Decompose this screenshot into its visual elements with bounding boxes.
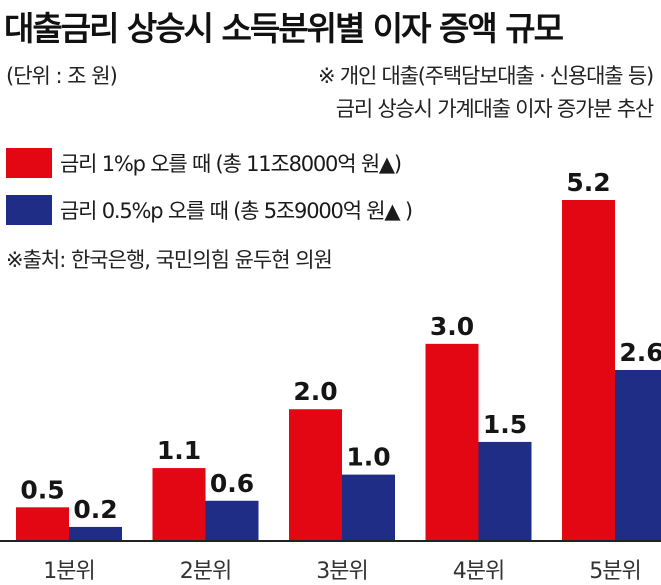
source-note: ※출처: 한국은행, 국민의힘 윤두현 의원 [6,248,333,272]
note-line-1: ※ 개인 대출(주택담보대출 · 신용대출 등) [317,64,654,88]
x-tick-label-5: 5분위 [589,559,640,584]
data-label-red-4: 3.0 [430,312,474,341]
bar-blue-1 [69,526,122,540]
legend-label-05pct: 금리 0.5%p 오를 때 (총 5조9000억 원▲ ) [60,199,413,223]
data-label-red-1: 0.5 [20,475,64,504]
note-line-2: 금리 상승시 가계대출 이자 증가분 추산 [335,97,654,121]
data-label-red-2: 1.1 [157,436,201,465]
bar-red-5 [562,200,615,540]
data-label-blue-1: 0.2 [73,495,117,524]
bar-red-1 [16,507,69,540]
unit-label: (단위 : 조 원) [6,64,118,88]
chart-title: 대출금리 상승시 소득분위별 이자 증액 규모 [4,9,564,48]
data-label-blue-5: 2.6 [619,338,661,367]
data-label-red-5: 5.2 [566,168,610,197]
legend-label-1pct: 금리 1%p 오를 때 (총 11조8000억 원▲) [60,152,402,176]
x-tick-label-2: 2분위 [180,559,231,584]
legend-item-1pct: 금리 1%p 오를 때 (총 11조8000억 원▲) [6,146,402,180]
data-label-red-3: 2.0 [293,377,337,406]
bar-blue-3 [342,474,395,540]
legend-swatch-red [6,148,52,178]
x-tick-label-3: 3분위 [316,559,367,584]
data-label-blue-4: 1.5 [483,410,527,439]
legend-item-05pct: 금리 0.5%p 오를 때 (총 5조9000억 원▲ ) [6,193,413,227]
bar-blue-2 [205,500,259,540]
x-tick-label-1: 1분위 [43,559,94,584]
x-tick-label-4: 4분위 [453,559,504,584]
bar-red-3 [289,409,342,540]
note: ※ 개인 대출(주택담보대출 · 신용대출 등) 금리 상승시 가계대출 이자 … [317,60,654,126]
bar-blue-5 [615,370,661,540]
bar-red-2 [152,468,206,540]
bar-blue-4 [478,441,532,540]
data-label-blue-2: 0.6 [210,469,254,498]
bar-red-4 [425,343,479,540]
legend-swatch-blue [6,195,52,225]
data-label-blue-3: 1.0 [346,443,390,472]
